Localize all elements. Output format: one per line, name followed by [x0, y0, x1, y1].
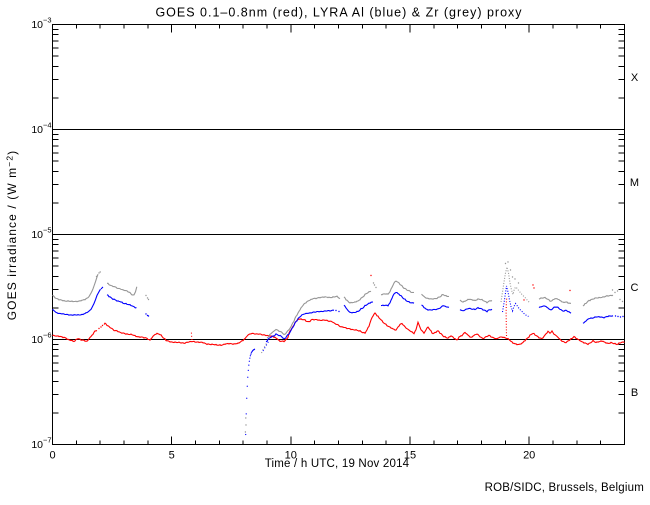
- svg-text:GOES 0.1–0.8nm (red), LYRA Al: GOES 0.1–0.8nm (red), LYRA Al (blue) & Z…: [155, 6, 522, 20]
- svg-text:10: 10: [31, 124, 43, 136]
- svg-text:M: M: [630, 177, 639, 189]
- svg-text:10: 10: [31, 439, 43, 451]
- svg-text:Time / h UTC, 19 Nov 2014: Time / h UTC, 19 Nov 2014: [265, 458, 410, 470]
- svg-text:10: 10: [285, 450, 297, 462]
- svg-text:B: B: [631, 387, 638, 399]
- svg-text:−4: −4: [43, 121, 52, 130]
- svg-text:15: 15: [404, 450, 416, 462]
- svg-text:20: 20: [523, 450, 535, 462]
- svg-text:ROB/SIDC, Brussels, Belgium: ROB/SIDC, Brussels, Belgium: [485, 482, 644, 494]
- svg-text:10: 10: [31, 229, 43, 241]
- svg-text:C: C: [631, 282, 639, 294]
- svg-text:X: X: [631, 72, 639, 84]
- svg-text:10: 10: [31, 334, 43, 346]
- svg-text:−3: −3: [43, 16, 52, 25]
- svg-text:GOES irradiance / (W m−2): GOES irradiance / (W m−2): [5, 150, 20, 321]
- svg-text:0: 0: [49, 450, 55, 462]
- svg-text:−5: −5: [43, 226, 52, 235]
- svg-text:−7: −7: [43, 436, 52, 445]
- svg-text:−6: −6: [43, 331, 52, 340]
- svg-text:5: 5: [169, 450, 175, 462]
- svg-text:10: 10: [31, 19, 43, 31]
